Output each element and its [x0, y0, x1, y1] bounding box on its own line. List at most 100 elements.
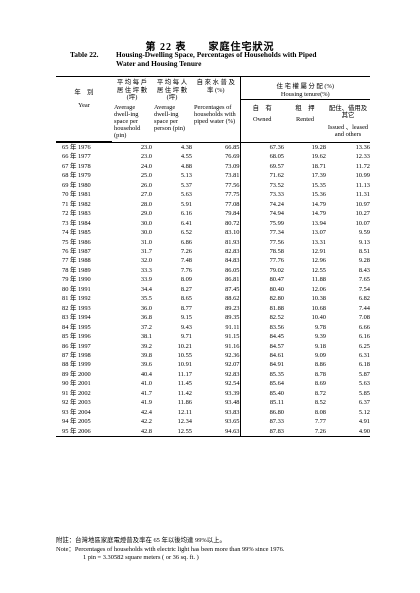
issued-cell: 7.54 — [358, 285, 370, 293]
issued-cell: 9.13 — [358, 238, 370, 246]
owned-cell: 84.45 — [239, 332, 284, 342]
year-cell: 78 年 1989 — [62, 266, 91, 274]
person-space-cell: 7.48 — [180, 257, 192, 265]
piped-water-cell: 88.62 — [225, 295, 240, 303]
year-cell: 69 年 1980 — [62, 181, 91, 189]
owned-cell: 85.40 — [239, 388, 284, 399]
col-household-space-header-en: Average dwell-ing space per household (p… — [114, 103, 141, 140]
table-body: 65 年 1976 23.0 4.38 66.85 67.36 19.28 13.36 66 … — [56, 142, 370, 438]
table-row: 85 年 1996 38.1 9.71 91.15 84.45 9.39 6.16 — [56, 332, 370, 342]
piped-water-cell: 79.84 — [225, 210, 240, 218]
table-row: 71 年 1982 28.0 5.91 77.08 74.24 14.79 10.97 — [56, 199, 370, 210]
tenure-header-group: 住 宅 權 屬 分 配 (%) Housing tenure(%) — [239, 76, 370, 102]
year-cell: 73 年 1984 — [62, 219, 91, 227]
person-space-cell: 12.11 — [177, 408, 192, 416]
owned-cell: 87.33 — [239, 417, 284, 427]
rented-cell: 9.78 — [314, 323, 326, 331]
issued-cell: 4.90 — [326, 426, 370, 438]
year-header-zh: 年 別 — [74, 88, 94, 96]
tenure-header-zh: 住 宅 權 屬 分 配 (%) — [276, 83, 334, 90]
note-pin-conversion: 1 pin = 3.30582 square meters ( or 36 sq… — [83, 554, 199, 562]
household-space-cell: 36.8 — [140, 314, 152, 322]
piped-water-cell: 89.35 — [225, 314, 240, 322]
rented-cell: 11.88 — [311, 276, 326, 284]
owned-cell: 77.34 — [239, 228, 284, 238]
person-space-cell: 11.17 — [177, 370, 192, 378]
issued-cell: 4.91 — [358, 418, 370, 426]
year-cell: 84 年 1995 — [62, 323, 91, 331]
issued-cell: 10.97 — [355, 200, 370, 208]
year-cell: 88 年 1999 — [62, 361, 91, 369]
table-row: 82 年 1993 36.0 8.77 89.23 81.88 10.68 7.44 — [56, 303, 370, 314]
person-space-cell: 6.16 — [180, 210, 192, 218]
table-row: 79 年 1990 33.9 8.09 86.81 80.47 11.88 7.65 — [56, 275, 370, 285]
household-space-cell: 28.0 — [140, 200, 152, 208]
issued-cell: 6.37 — [358, 399, 370, 407]
col-person-space-header-zh: 平 均 每 人 居 住 坪 數 (坪) — [156, 79, 188, 101]
rented-cell: 8.69 — [314, 380, 326, 388]
piped-water-cell: 77.08 — [225, 200, 240, 208]
owned-cell: 73.33 — [239, 190, 284, 200]
rented-cell: 10.68 — [311, 304, 326, 312]
year-cell: 74 年 1985 — [62, 229, 91, 237]
household-space-cell: 27.0 — [140, 191, 152, 199]
household-space-cell: 41.9 — [140, 399, 152, 407]
year-cell: 79 年 1990 — [62, 276, 91, 284]
piped-water-cell: 81.93 — [225, 238, 240, 246]
household-space-cell: 30.0 — [140, 219, 152, 227]
piped-water-cell: 73.81 — [225, 172, 240, 180]
owned-cell: 86.80 — [239, 407, 284, 418]
piped-water-cell: 92.83 — [225, 370, 240, 378]
issued-cell: 7.08 — [358, 314, 370, 322]
issued-cell: 6.18 — [358, 361, 370, 369]
issued-cell: 11.13 — [355, 181, 370, 189]
issued-cell: 11.31 — [355, 191, 370, 199]
rented-cell: 8.72 — [314, 389, 326, 397]
person-space-cell: 4.38 — [180, 144, 192, 152]
table-row: 66 年 1977 23.0 4.55 76.69 68.05 19.62 12.33 — [56, 152, 370, 162]
year-cell: 81 年 1992 — [62, 295, 91, 303]
col-piped-water-header-zh: 自 來 水 普 及 率 (%) — [196, 79, 235, 94]
year-cell: 82 年 1993 — [62, 304, 91, 312]
person-space-cell: 11.42 — [177, 389, 192, 397]
household-space-cell: 35.5 — [140, 295, 152, 303]
year-cell: 95 年 2006 — [56, 426, 112, 438]
owned-cell: 78.58 — [239, 247, 284, 257]
household-space-cell: 31.7 — [140, 248, 152, 255]
rented-cell: 12.55 — [311, 266, 326, 274]
piped-water-cell: 94.63 — [192, 426, 240, 438]
issued-cell: 9.28 — [358, 257, 370, 265]
person-space-cell: 10.91 — [177, 361, 192, 369]
rented-cell: 9.18 — [314, 342, 326, 350]
year-cell: 72 年 1983 — [62, 210, 91, 218]
household-space-cell: 23.0 — [140, 144, 152, 152]
year-cell: 65 年 1976 — [62, 144, 91, 152]
year-cell: 75 年 1986 — [62, 238, 91, 246]
rented-cell: 9.09 — [314, 351, 326, 359]
issued-cell: 8.43 — [358, 266, 370, 274]
owned-cell: 83.56 — [239, 322, 284, 333]
year-cell: 85 年 1996 — [62, 333, 91, 341]
household-space-cell: 26.0 — [140, 181, 152, 189]
year-cell: 86 年 1997 — [62, 342, 91, 350]
household-space-cell: 37.2 — [140, 323, 152, 331]
household-space-cell: 33.3 — [140, 266, 152, 274]
year-cell: 93 年 2004 — [62, 408, 91, 416]
person-space-cell: 5.37 — [180, 181, 192, 189]
note-english: Note：Percentages of households with elec… — [56, 545, 285, 553]
year-cell: 77 年 1988 — [62, 257, 91, 265]
household-space-cell: 23.0 — [140, 153, 152, 161]
rented-cell: 7.77 — [314, 418, 326, 426]
rented-cell: 19.62 — [311, 153, 326, 161]
household-space-cell: 39.2 — [140, 342, 152, 350]
person-space-cell: 10.55 — [177, 351, 192, 359]
owned-cell: 80.47 — [239, 275, 284, 285]
table-row: 77 年 1988 32.0 7.48 84.83 77.76 12.96 9.28 — [56, 256, 370, 266]
household-space-cell: 39.8 — [140, 351, 152, 359]
person-space-cell: 5.91 — [180, 200, 192, 208]
person-space-cell: 9.71 — [180, 333, 192, 341]
piped-water-cell: 93.65 — [225, 418, 240, 426]
issued-cell: 13.36 — [355, 144, 370, 152]
issued-cell: 5.85 — [358, 389, 370, 397]
table-row: 65 年 1976 23.0 4.38 66.85 67.36 19.28 13.36 — [56, 142, 370, 153]
